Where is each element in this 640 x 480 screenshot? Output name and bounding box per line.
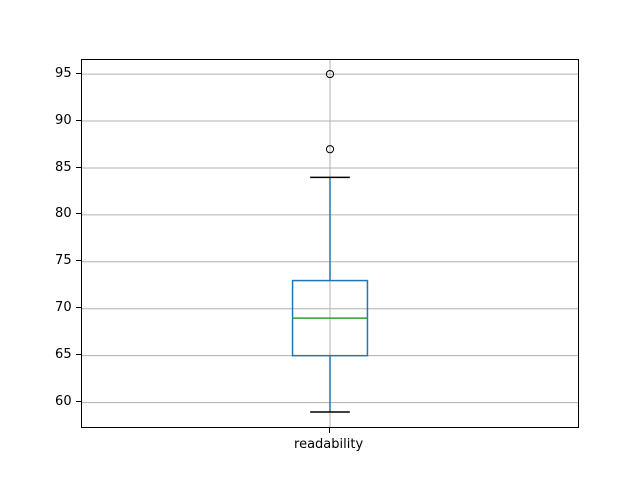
y-tick-label: 60 (55, 394, 72, 410)
outlier-marker (325, 144, 334, 153)
y-tick-label: 75 (55, 253, 72, 269)
y-tick-mark (75, 260, 81, 262)
y-tick-mark (75, 354, 81, 356)
y-tick-label: 95 (55, 65, 72, 81)
outlier-marker (325, 69, 334, 78)
y-tick-mark (75, 72, 81, 74)
y-tick-label: 85 (55, 159, 72, 175)
y-tick-mark (75, 213, 81, 215)
y-tick-mark (75, 166, 81, 168)
x-tick-label: readability (294, 436, 364, 452)
y-tick-label: 80 (55, 206, 72, 222)
y-tick-mark (75, 119, 81, 121)
y-tick-mark (75, 401, 81, 403)
x-tick-mark (328, 427, 330, 433)
boxplot-canvas (81, 59, 578, 427)
y-tick-mark (75, 307, 81, 309)
y-tick-label: 90 (55, 112, 72, 128)
y-tick-label: 70 (55, 300, 72, 316)
y-tick-label: 65 (55, 347, 72, 363)
plot-area (80, 58, 579, 428)
